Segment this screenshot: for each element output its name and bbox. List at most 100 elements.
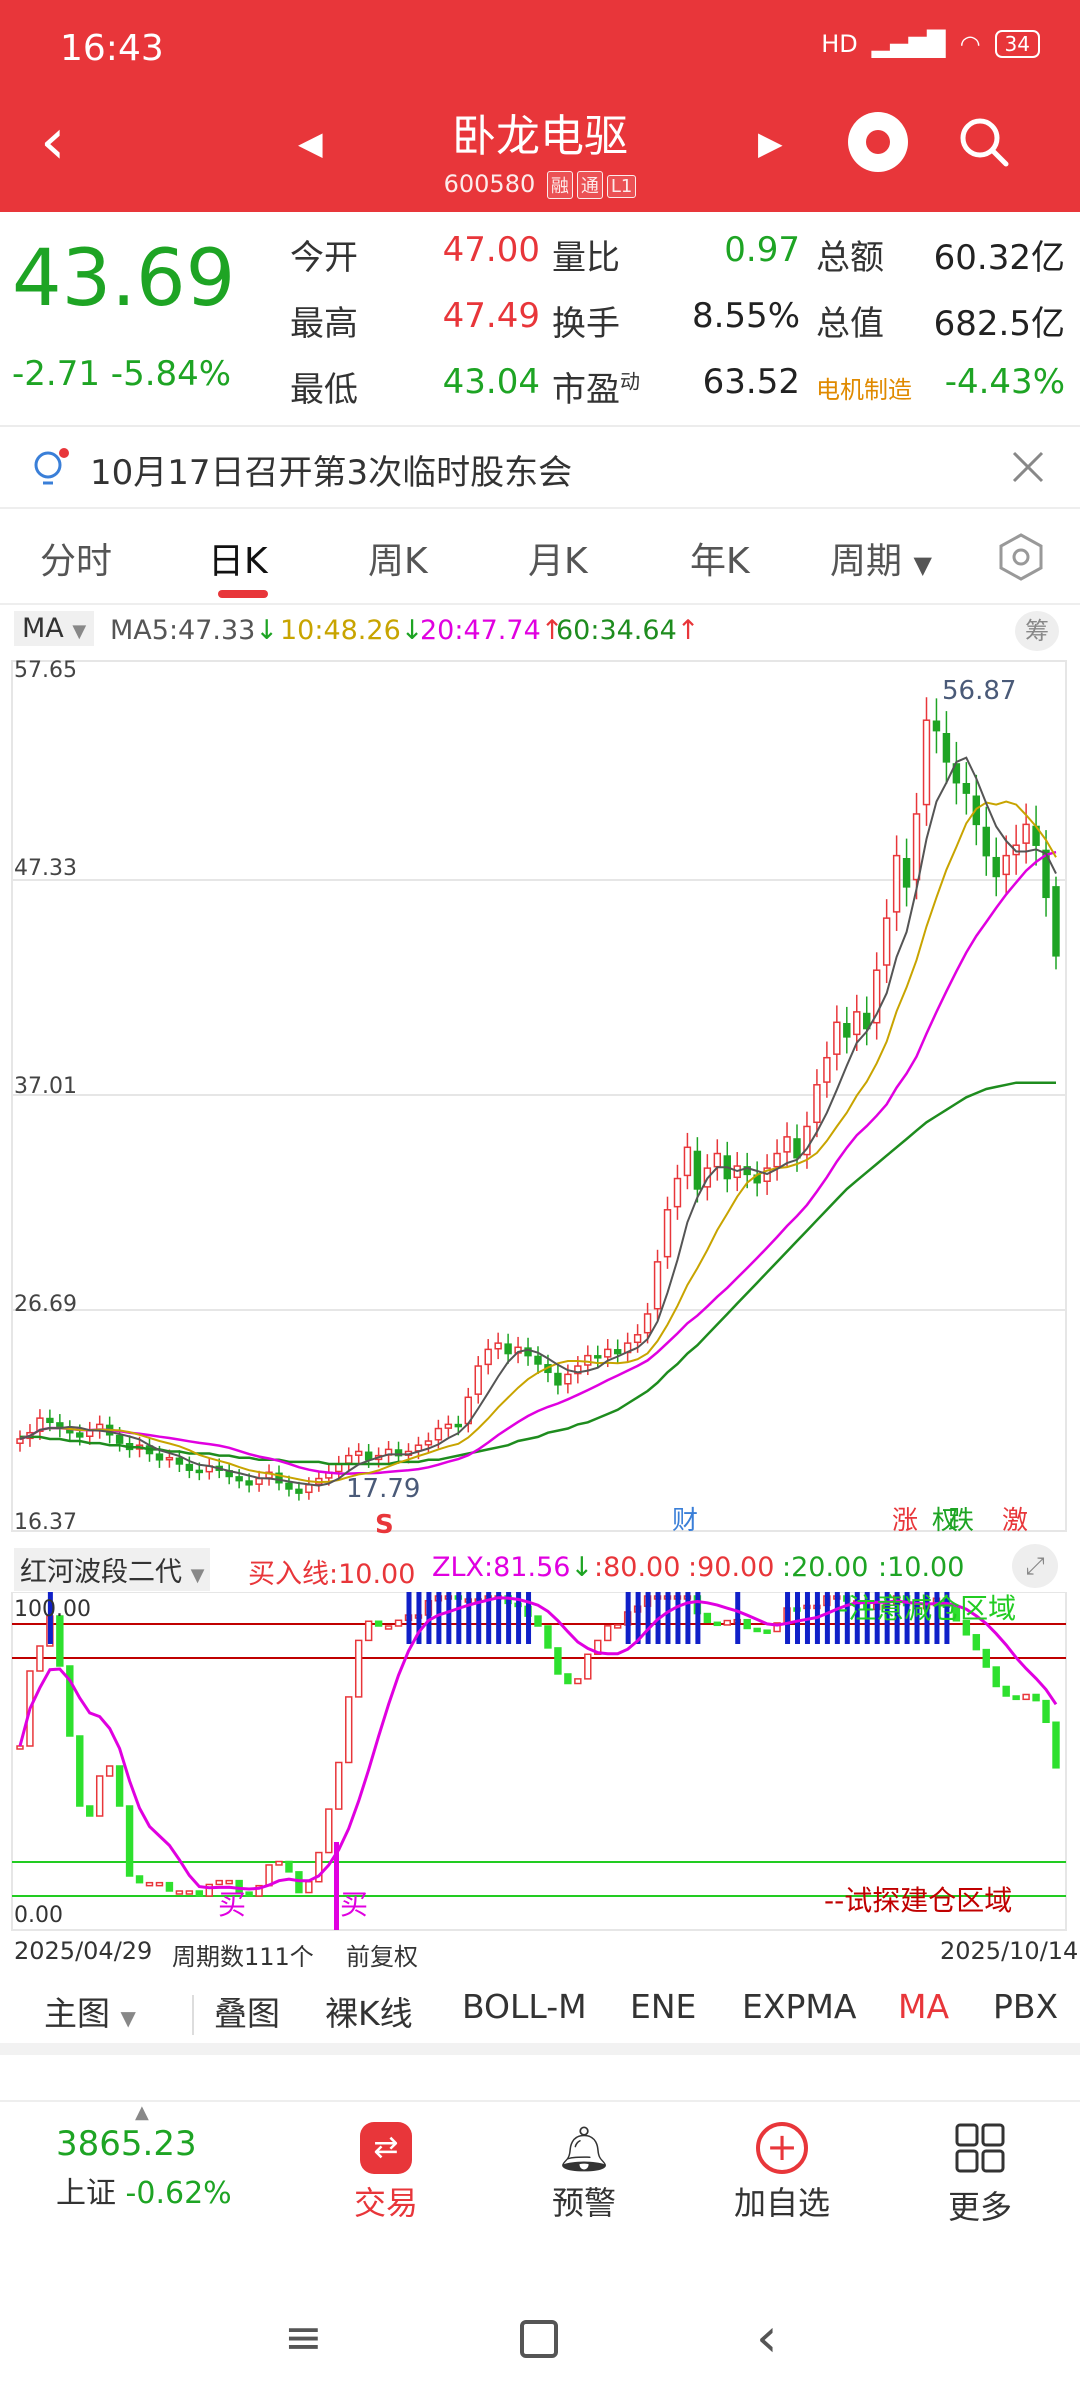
tool-naked-k[interactable]: 裸K线 (325, 1994, 413, 2033)
tool-ma[interactable]: MA (898, 1987, 950, 2026)
home-icon[interactable] (520, 2320, 558, 2358)
tool-boll-m[interactable]: BOLL-M (462, 1987, 587, 2026)
candle-body (853, 1011, 861, 1036)
candle-body (892, 854, 901, 913)
marker-s[interactable]: S (375, 1510, 394, 1540)
marker-active[interactable]: 激 (1002, 1506, 1028, 1536)
marker-limit-up[interactable]: 涨 (892, 1506, 918, 1536)
indicator-bar (534, 1615, 542, 1627)
tag-connect: 通 (576, 171, 603, 199)
tool-overlay[interactable]: 叠图 (214, 1994, 280, 2033)
indicator-bar (773, 1622, 781, 1633)
kline-chart[interactable]: 57.65 47.33 37.01 26.69 16.37 56.87 17.7… (0, 655, 1080, 1540)
tool-pbx[interactable]: PBX (993, 1987, 1059, 2026)
next-stock-icon[interactable]: ▶ (758, 124, 783, 162)
expand-icon[interactable]: ⤢ (1012, 1544, 1058, 1588)
y-tick-3: 37.01 (14, 1074, 77, 1099)
marker-rights[interactable]: 权 (932, 1506, 958, 1536)
candle-body (882, 917, 891, 966)
signal-icon: ▂▄▆█ (871, 30, 946, 58)
candle-body (275, 1472, 283, 1484)
indicator-bar (544, 1625, 552, 1649)
indicator-chart[interactable]: 100.00 0.00 -注意减仓区域 --试探建仓区域 买 买 (0, 1592, 1080, 1932)
candle-body (424, 1440, 433, 1446)
reduce-signal-bar (436, 1592, 442, 1644)
level-20: :20.00 (782, 1552, 869, 1583)
indicator-bar (345, 1696, 353, 1764)
indicator-bar (285, 1860, 293, 1873)
indicator-legend-bar: 红河波段二代 ▼ 买入线:10.00 ZLX:81.56↓ :80.00 :90… (0, 1540, 1080, 1592)
y-tick-1: 57.65 (14, 658, 77, 683)
change-value: -2.71 (12, 354, 100, 394)
ma60-value: 60:34.64↑ (556, 615, 700, 646)
sector-change[interactable]: -4.43% (944, 362, 1065, 402)
candle-body (793, 1138, 801, 1159)
indicator-bar (743, 1618, 751, 1630)
buy-label-2: 买 (340, 1888, 368, 1921)
reduce-signal-bar (635, 1592, 641, 1644)
candle-body (235, 1476, 243, 1482)
back-button[interactable]: ‹ (40, 105, 66, 179)
tab-period[interactable]: 周期 ▼ (830, 541, 932, 582)
tab-monthly-k[interactable]: 月K (528, 541, 588, 582)
index-row[interactable]: 上证 -0.62% (56, 2176, 232, 2211)
ma-selector[interactable]: MA ▼ (14, 611, 95, 646)
reduce-signal-bar (416, 1592, 422, 1644)
indicator-bar (982, 1648, 990, 1668)
tab-weekly-k[interactable]: 周K (368, 541, 428, 582)
candle-body (633, 1334, 642, 1344)
volume-ratio-label: 量比 (552, 238, 620, 278)
menu-icon[interactable]: ≡ (284, 2310, 323, 2364)
prev-stock-icon[interactable]: ◀ (298, 124, 323, 162)
marker-finance[interactable]: 财 (672, 1506, 698, 1536)
chip-distribution-button[interactable]: 筹 (1015, 611, 1059, 651)
candle-body (1042, 849, 1050, 899)
market-cap-value: 682.5亿 (933, 304, 1065, 344)
settings-hex-icon[interactable] (996, 532, 1046, 582)
tool-main-chart[interactable]: 主图 ▼ (44, 1994, 136, 2033)
candle-body (155, 1453, 164, 1461)
candle-body (643, 1313, 652, 1334)
candle-body (942, 733, 951, 763)
notice-text[interactable]: 10月17日召开第3次临时股东会 (90, 453, 573, 493)
indicator-bar (354, 1639, 363, 1698)
reduce-signal-bar (924, 1592, 930, 1644)
tab-yearly-k[interactable]: 年K (690, 541, 750, 582)
ma20-value: 20:47.74↑ (420, 615, 564, 646)
candle-body (285, 1482, 293, 1490)
nav-more[interactable]: 更多 (900, 2122, 1060, 2228)
notice-bar[interactable]: 10月17日召开第3次临时股东会 (0, 427, 1080, 509)
nav-add-watchlist[interactable]: + 加自选 (702, 2122, 862, 2224)
indicator-bar (394, 1619, 403, 1627)
change-pct: -5.84% (110, 354, 232, 394)
candle-body (444, 1423, 453, 1429)
ind-y-top: 100.00 (14, 1597, 91, 1622)
tab-intraday[interactable]: 分时 (40, 541, 113, 582)
reduce-signal-bar (446, 1592, 452, 1644)
close-icon[interactable] (1010, 449, 1046, 485)
indicator-bar (1022, 1693, 1030, 1701)
indicator-bar (1012, 1695, 1020, 1701)
indicator-bar (325, 1808, 333, 1854)
indicator-bar (36, 1645, 44, 1672)
tool-expma[interactable]: EXPMA (742, 1987, 857, 2026)
candle-body (604, 1348, 612, 1358)
mascot-icon[interactable] (848, 112, 908, 172)
nav-trade[interactable]: ⇄ 交易 (306, 2122, 466, 2224)
indicator-bar (992, 1666, 1000, 1688)
search-icon[interactable] (958, 116, 1010, 168)
indicator-bar (1052, 1721, 1060, 1769)
index-value[interactable]: 3865.23 (56, 2124, 197, 2164)
back-nav-icon[interactable]: ‹ (756, 2306, 778, 2369)
tab-daily-k[interactable]: 日K (208, 541, 268, 582)
indicator-selector[interactable]: 红河波段二代 ▼ (14, 1548, 211, 1591)
tool-ene[interactable]: ENE (630, 1987, 697, 2026)
indicator-bar (384, 1625, 393, 1630)
nav-alert[interactable]: 🔔︎ 预警 (504, 2122, 664, 2224)
expand-up-icon[interactable]: ▲ (135, 2102, 149, 2123)
sector-label[interactable]: 电机制造 (816, 376, 912, 404)
marker-limit-down[interactable]: 跌 (948, 1506, 974, 1536)
ma60-line (20, 1081, 1056, 1466)
adjust-mode[interactable]: 前复权 (346, 1943, 418, 1971)
stock-name: 卧龙电驱 (452, 111, 628, 162)
